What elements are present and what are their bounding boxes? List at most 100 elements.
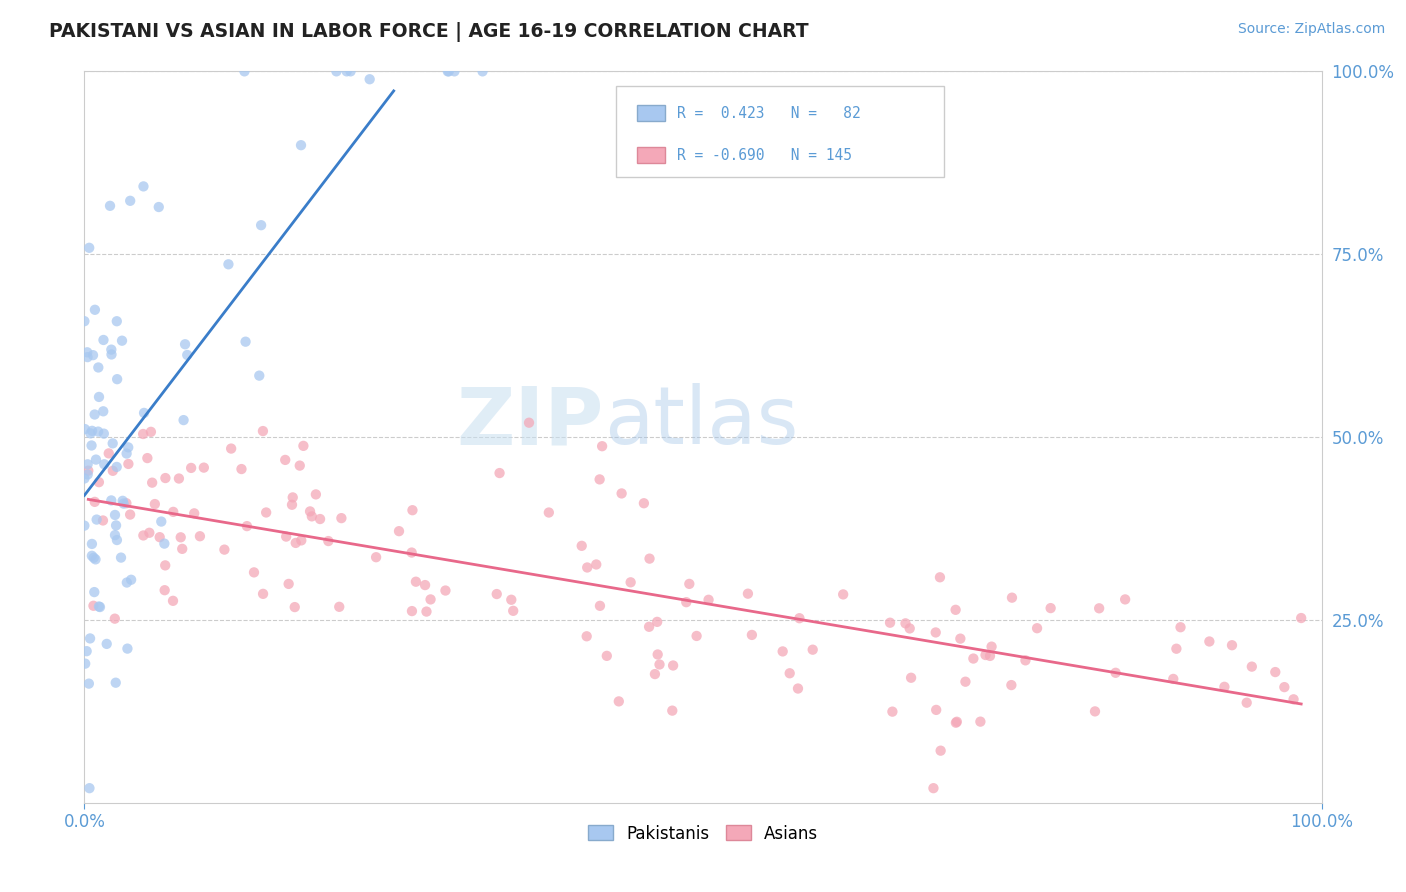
Point [82,348,104,362]
Point [589,599,612,613]
Point [86,512,108,526]
Point [1084,705,1107,719]
Point [148,200,170,214]
Point [288,458,311,473]
Point [167,471,190,485]
Point [900,671,922,685]
Point [401,604,423,618]
Point [1000,678,1022,692]
Point [236,519,259,533]
Legend: Pakistanis, Asians: Pakistanis, Asians [581,818,825,849]
Point [115,496,138,510]
Point [100,493,122,508]
Point [779,666,801,681]
Point [105,518,128,533]
Point [219,442,242,456]
Point [741,628,763,642]
Point [153,536,176,550]
Point [76,467,98,482]
Point [879,615,901,630]
Point [949,632,972,646]
Point [325,64,347,78]
Point [73,422,96,436]
Point [111,334,134,348]
Point [76,458,98,472]
Point [787,681,810,696]
Point [309,512,332,526]
Point [336,64,359,78]
Point [132,427,155,442]
Point [633,496,655,510]
Point [1161,672,1184,686]
Point [620,575,643,590]
Point [115,446,138,460]
Point [1198,634,1220,648]
Point [1104,665,1126,680]
Point [143,497,166,511]
Point [697,592,720,607]
Point [82,599,104,613]
Point [217,257,239,271]
Point [789,611,811,625]
Point [105,533,128,547]
Point [104,508,127,522]
Point [77,676,100,690]
Point [132,528,155,542]
Point [132,406,155,420]
Point [176,348,198,362]
Point [174,337,197,351]
Point [104,528,127,542]
Text: PAKISTANI VS ASIAN IN LABOR FORCE | AGE 16-19 CORRELATION CHART: PAKISTANI VS ASIAN IN LABOR FORCE | AGE … [49,22,808,42]
Point [607,694,630,708]
Point [277,577,299,591]
Point [105,459,128,474]
Point [79,426,101,441]
Point [91,513,114,527]
Point [100,343,122,357]
Point [929,570,952,584]
Point [83,550,105,565]
Point [502,604,524,618]
Point [1272,680,1295,694]
Point [104,612,127,626]
Point [647,648,669,662]
Point [112,497,135,511]
Point [93,457,115,471]
Point [162,505,184,519]
Point [73,314,96,328]
Point [149,530,172,544]
Point [662,658,685,673]
Point [443,64,465,78]
Text: R = -0.690   N = 145: R = -0.690 N = 145 [678,148,852,162]
Point [100,347,122,361]
Point [231,462,253,476]
Point [501,592,523,607]
FancyBboxPatch shape [637,147,665,163]
Point [364,550,387,565]
Point [79,632,101,646]
Point [101,436,124,450]
Point [274,453,297,467]
Point [136,451,159,466]
Point [120,573,142,587]
Point [141,475,163,490]
Point [87,360,110,375]
Point [946,714,969,729]
Point [89,600,111,615]
Point [111,493,134,508]
Point [1114,592,1136,607]
Point [328,599,350,614]
Point [172,541,194,556]
Point [678,577,700,591]
Point [91,404,114,418]
Point [252,587,274,601]
Point [585,558,607,572]
Point [76,345,98,359]
Point [83,408,105,422]
Point [645,615,668,629]
Point [894,616,917,631]
Point [488,466,510,480]
Point [153,583,176,598]
Point [1088,601,1111,615]
Point [644,667,666,681]
